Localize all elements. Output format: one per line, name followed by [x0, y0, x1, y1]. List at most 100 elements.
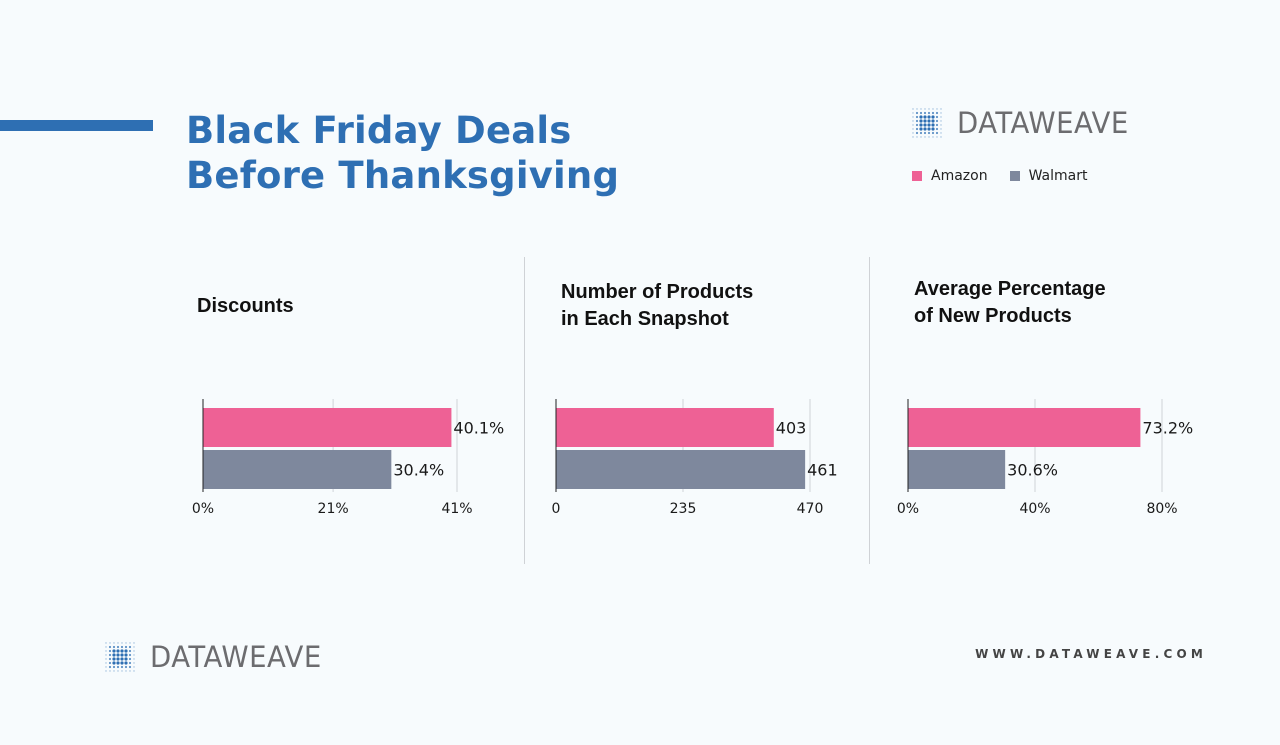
logo-dot: [936, 136, 938, 138]
chart-title-new-products-line-2: of New Products: [914, 305, 1072, 327]
logo-dot: [935, 115, 939, 119]
logo-dot: [133, 646, 135, 648]
logo-dot: [927, 127, 931, 131]
logo-dot: [931, 131, 935, 135]
logo-dot: [112, 653, 116, 657]
logo-dot: [920, 136, 922, 138]
logo-dot: [940, 124, 942, 126]
logo-dot: [923, 111, 927, 115]
logo-dot: [124, 653, 128, 657]
logo-dot: [923, 119, 927, 123]
bar-value-label: 461: [807, 461, 838, 480]
logo-dot: [120, 653, 124, 657]
logo-dot: [919, 119, 923, 123]
brand-name: DATAWEAVE: [150, 640, 322, 674]
logo-dot: [915, 127, 919, 131]
logo-dot: [105, 666, 107, 668]
logo-dot: [940, 108, 942, 110]
logo-dot: [133, 666, 135, 668]
logo-dot: [912, 136, 914, 138]
page-title: Black Friday Deals Before Thanksgiving: [186, 108, 619, 198]
logo-dot: [932, 108, 934, 110]
logo-dot: [108, 653, 112, 657]
chart-title-products-line-1: Number of Products: [561, 281, 754, 303]
logo-dot: [112, 665, 116, 669]
brand-name: DATAWEAVE: [957, 106, 1129, 140]
logo-dot: [927, 119, 931, 123]
logo-dot: [928, 136, 930, 138]
logo-dot: [940, 116, 942, 118]
logo-dot: [133, 658, 135, 660]
legend-label-amazon: Amazon: [931, 168, 988, 184]
logo-dot: [919, 111, 923, 115]
logo-dot: [108, 661, 112, 665]
dataweave-logo-footer: DATAWEAVE: [104, 640, 331, 674]
logo-dot: [912, 124, 914, 126]
logo-dot: [916, 136, 918, 138]
bar-walmart: [556, 450, 806, 489]
logo-dot: [940, 128, 942, 130]
bar-value-label: 40.1%: [453, 419, 504, 438]
logo-dot: [105, 670, 107, 672]
logo-dot: [105, 642, 107, 644]
logo-dot: [916, 108, 918, 110]
website-url: WWW.DATAWEAVE.COM: [975, 647, 1207, 661]
logo-dot: [117, 642, 119, 644]
logo-dot: [128, 645, 132, 649]
logo-dot: [112, 661, 116, 665]
logo-dot: [105, 654, 107, 656]
logo-dot: [927, 131, 931, 135]
logo-dot: [108, 657, 112, 661]
tick-label: 470: [797, 501, 824, 517]
logo-dot: [919, 115, 923, 119]
legend-item-walmart: Walmart: [1009, 168, 1087, 184]
logo-dot: [108, 645, 112, 649]
logo-dot: [108, 649, 112, 653]
logo-dot: [128, 665, 132, 669]
dataweave-dots-icon: [912, 108, 942, 138]
logo-dot: [133, 662, 135, 664]
logo-dot: [105, 646, 107, 648]
logo-dot: [935, 111, 939, 115]
logo-dot: [927, 115, 931, 119]
logo-dot: [923, 123, 927, 127]
tick-label: 41%: [441, 501, 472, 517]
logo-dot: [124, 657, 128, 661]
tick-label: 0%: [192, 501, 214, 517]
logo-dot: [931, 123, 935, 127]
logo-dot: [112, 657, 116, 661]
logo-dot: [116, 645, 120, 649]
logo-dot: [932, 136, 934, 138]
logo-dot: [919, 123, 923, 127]
logo-dot: [935, 131, 939, 135]
logo-dot: [121, 670, 123, 672]
logo-dot: [108, 665, 112, 669]
logo-dot: [920, 108, 922, 110]
legend: Amazon Walmart: [912, 168, 1109, 184]
logo-dot: [109, 670, 111, 672]
logo-dot: [915, 131, 919, 135]
bar-value-label: 30.4%: [393, 461, 444, 480]
logo-dot: [113, 670, 115, 672]
logo-dot: [120, 657, 124, 661]
logo-dot: [120, 661, 124, 665]
logo-dot: [133, 650, 135, 652]
logo-dot: [116, 657, 120, 661]
logo-dot: [116, 649, 120, 653]
logo-dot: [117, 670, 119, 672]
logo-dot: [923, 131, 927, 135]
logo-dot: [912, 128, 914, 130]
logo-dot: [912, 116, 914, 118]
logo-dot: [120, 665, 124, 669]
logo-dot: [935, 127, 939, 131]
bar-value-label: 30.6%: [1007, 461, 1058, 480]
tick-label: 21%: [318, 501, 349, 517]
dataweave-dots-icon: [105, 642, 135, 672]
logo-dot: [105, 658, 107, 660]
tick-label: 0: [552, 501, 561, 517]
logo-dot: [125, 670, 127, 672]
tick-label: 0%: [897, 501, 919, 517]
legend-item-amazon: Amazon: [912, 168, 988, 184]
logo-dot: [124, 649, 128, 653]
